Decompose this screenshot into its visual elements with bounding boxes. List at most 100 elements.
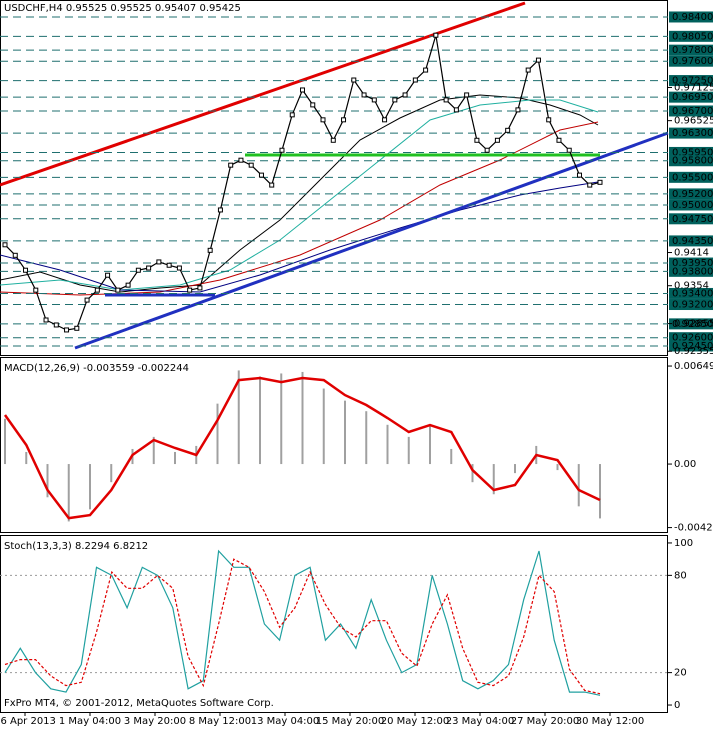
macd-bar	[301, 371, 304, 465]
macd-bar	[365, 411, 368, 465]
close-mark	[187, 287, 193, 293]
close-mark	[361, 92, 367, 98]
macd-bar	[514, 464, 516, 474]
close-mark	[33, 287, 39, 293]
close-mark	[238, 157, 244, 163]
close-mark	[371, 97, 377, 103]
main-frame	[0, 0, 668, 356]
close-mark	[423, 67, 429, 73]
level-box	[669, 340, 713, 352]
macd-bar	[429, 426, 431, 465]
close-mark	[402, 92, 408, 98]
close-mark	[23, 267, 29, 273]
data-line	[3, 376, 601, 520]
close-mark	[525, 67, 531, 73]
macd-bar	[556, 464, 559, 471]
level-box	[669, 332, 713, 344]
y-tick-label: 20	[674, 668, 687, 679]
level-box	[669, 235, 713, 247]
level-label: 0.93400	[672, 288, 713, 299]
level-label: 0.96950	[672, 92, 713, 103]
close-mark	[351, 77, 357, 83]
macd-bar	[4, 418, 6, 465]
close-mark	[382, 117, 388, 123]
level-label: 0.98400	[672, 12, 713, 23]
level-label: 0.92850	[672, 319, 713, 330]
y-tick-label: -0.004208	[674, 523, 713, 534]
level-box	[669, 299, 713, 311]
close-mark	[515, 107, 521, 113]
close-mark	[12, 252, 18, 258]
level-label: 0.96300	[672, 128, 713, 139]
x-tick-label: 8 May 12:00	[189, 716, 251, 727]
level-label: 0.94350	[672, 236, 713, 247]
close-mark	[341, 117, 347, 123]
x-tick-label: 23 May 04:00	[446, 716, 515, 727]
y-tick-label: 0.9354	[674, 281, 709, 292]
close-mark	[433, 32, 439, 38]
y-tick-label: 100	[674, 538, 693, 549]
close-mark	[535, 57, 541, 63]
level-box	[669, 155, 713, 167]
data-line	[4, 549, 601, 696]
level-box	[669, 199, 713, 211]
close-mark	[135, 267, 141, 273]
close-mark	[587, 182, 593, 188]
close-mark	[494, 137, 500, 143]
level-label: 0.92600	[672, 333, 713, 344]
level-label: 0.95200	[672, 189, 713, 200]
level-box	[669, 287, 713, 299]
level-label: 0.95950	[672, 147, 713, 158]
close-mark	[94, 287, 100, 293]
level-label: 0.92450	[672, 341, 713, 352]
panel-frames	[0, 0, 668, 713]
close-mark	[566, 147, 572, 153]
level-box	[669, 146, 713, 158]
close-mark	[64, 327, 70, 333]
y-tick-label: 0.006491	[674, 361, 713, 372]
x-tick-label: 27 May 20:00	[511, 716, 580, 727]
close-mark	[228, 162, 234, 168]
level-label: 0.97800	[672, 45, 713, 56]
close-mark	[176, 265, 182, 271]
close-mark	[412, 77, 418, 83]
close-mark	[146, 265, 152, 271]
x-tick-label: 26 Apr 2013	[0, 716, 56, 727]
level-box	[669, 188, 713, 200]
close-mark	[392, 97, 398, 103]
macd-bar	[599, 464, 601, 519]
macd-bar	[89, 464, 91, 510]
level-label: 0.93800	[672, 266, 713, 277]
close-mark	[166, 262, 172, 268]
x-tick-label: 20 May 12:00	[381, 716, 450, 727]
close-mark	[53, 322, 59, 328]
close-mark	[43, 317, 49, 323]
level-box	[669, 257, 713, 269]
x-tick-label: 15 May 20:00	[316, 716, 385, 727]
level-box	[669, 11, 713, 23]
footer: FxPro MT4, © 2001-2012, MetaQuotes Softw…	[4, 698, 274, 709]
level-label: 0.93950	[672, 258, 713, 269]
close-mark	[484, 147, 490, 153]
close-mark	[474, 137, 480, 143]
close-mark	[330, 137, 336, 143]
macd-frame	[0, 357, 668, 533]
macd-bar	[386, 424, 389, 465]
level-label: 0.96700	[672, 106, 713, 117]
macd-bar	[344, 400, 346, 465]
close-mark	[258, 172, 264, 178]
close-mark	[453, 107, 459, 113]
x-tick-label: 3 May 20:00	[124, 716, 186, 727]
macd-bar	[25, 451, 28, 465]
macd-bar	[237, 370, 240, 465]
close-mark	[576, 172, 582, 178]
level-label: 0.95800	[672, 156, 713, 167]
level-box	[669, 75, 713, 87]
macd-bar	[174, 451, 176, 465]
close-mark	[217, 207, 223, 213]
x-tick-label: 30 May 12:00	[576, 716, 645, 727]
data-line	[4, 558, 601, 695]
level-label: 0.97600	[672, 56, 713, 67]
level-label: 0.98050	[672, 31, 713, 42]
y-tick-label: 0.92355	[674, 346, 713, 357]
